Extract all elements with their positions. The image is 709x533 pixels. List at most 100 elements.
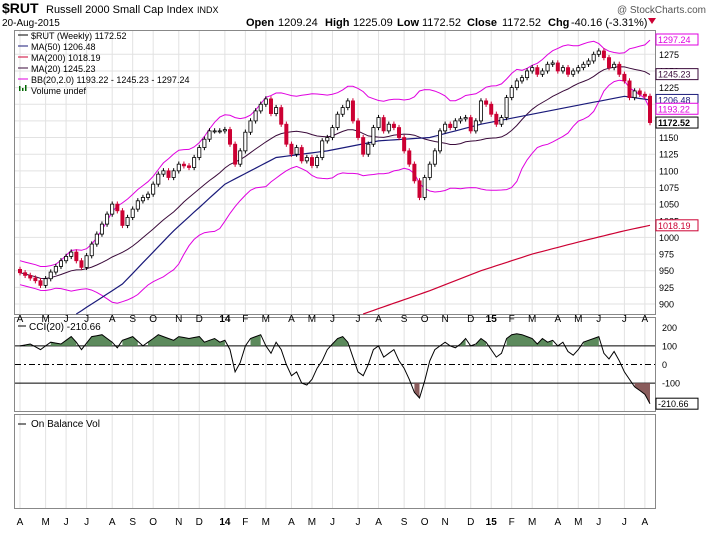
month-label: D [196, 517, 203, 528]
month-label: J [622, 517, 627, 528]
month-label: M [574, 517, 582, 528]
candle-body [525, 70, 530, 79]
month-label: J [356, 517, 361, 528]
candle-body [412, 163, 417, 182]
month-label: M [574, 314, 582, 325]
candle-body [243, 131, 248, 152]
month-label: S [401, 314, 408, 325]
month-label: M [41, 517, 49, 528]
candle-body [320, 140, 325, 158]
candle-body [443, 123, 448, 132]
candle-body [489, 103, 494, 115]
cci-overbought-fill [332, 336, 348, 346]
month-label: A [288, 517, 295, 528]
candle-body [581, 63, 586, 69]
month-label: O [149, 314, 157, 325]
candle-body [642, 93, 647, 97]
candle-body [135, 200, 140, 210]
candle-body [555, 62, 560, 72]
month-label: 14 [219, 314, 231, 325]
candle-body [166, 170, 171, 178]
candle-body [366, 143, 371, 155]
candle-body [391, 123, 396, 128]
month-label: A [642, 517, 649, 528]
month-label: M [528, 314, 536, 325]
price-tick-label: 925 [659, 283, 674, 293]
month-label: J [64, 517, 69, 528]
ma200-line [363, 224, 651, 315]
candle-body [571, 70, 576, 75]
price-badge [655, 33, 699, 46]
month-label: A [109, 517, 116, 528]
price-tick-label: 1150 [659, 133, 678, 143]
price-badge-label: 1245.23 [658, 70, 691, 80]
candle-body [478, 100, 483, 122]
month-label: J [622, 314, 627, 325]
candle-body [484, 100, 489, 105]
legend-item: MA(200) 1018.19 [31, 53, 101, 63]
candle-body [397, 127, 402, 138]
candle-body [253, 110, 258, 122]
legend-item: $RUT (Weekly) 1172.52 [31, 31, 127, 41]
ma50-line [75, 95, 651, 315]
month-label: J [84, 314, 89, 325]
candle-body [258, 103, 263, 112]
month-label: 15 [486, 517, 498, 528]
ohlc-open-value: 1209.24 [278, 17, 318, 29]
candle-body [381, 117, 386, 132]
cci-overbought-fill [506, 333, 553, 346]
candle-body [530, 67, 535, 72]
price-tick-label: 975 [659, 250, 674, 260]
candle-body [627, 80, 632, 98]
price-tick-label: 1225 [659, 83, 679, 93]
candle-body [632, 90, 637, 98]
candle-body [192, 157, 197, 168]
month-label: D [467, 314, 474, 325]
month-label: F [242, 517, 248, 528]
candle-body [197, 147, 202, 158]
down-arrow-icon [648, 18, 656, 24]
cci-value-badge-label: -210.66 [658, 399, 689, 409]
bollinger-lower-line [19, 79, 651, 304]
price-badge [655, 116, 699, 129]
candle-body [53, 265, 58, 273]
month-label: J [330, 314, 335, 325]
candle-body [69, 251, 74, 257]
candle-body [161, 170, 166, 175]
candle-body [509, 87, 514, 98]
price-tick-label: 1050 [659, 200, 679, 210]
price-tick-label: 900 [659, 300, 674, 310]
exchange-label: INDX [197, 5, 219, 15]
candle-body [550, 62, 555, 65]
candle-body [268, 98, 273, 114]
candle-body [591, 53, 596, 62]
candle-body [140, 197, 145, 202]
candle-body [499, 117, 504, 125]
month-label: A [642, 314, 649, 325]
grid-lines [15, 31, 655, 508]
candle-body [386, 123, 391, 132]
candle-body [222, 129, 227, 132]
candle-body [94, 233, 99, 245]
month-label: S [129, 517, 136, 528]
candle-body [376, 117, 381, 128]
candle-body [519, 77, 524, 82]
candle-body [432, 150, 437, 165]
candle-body [248, 120, 253, 133]
candle-body [217, 130, 222, 133]
month-label: M [262, 517, 270, 528]
price-badge [655, 102, 699, 115]
price-panel-frame [14, 30, 656, 315]
candle-body [105, 213, 110, 225]
candle-body [176, 163, 181, 172]
candle-body [566, 67, 571, 75]
month-label: M [41, 314, 49, 325]
candle-body [535, 67, 540, 75]
month-label: A [288, 314, 295, 325]
month-label: S [129, 314, 136, 325]
candle-body [427, 163, 432, 178]
price-badge-label: 1193.22 [658, 104, 690, 114]
candle-body [560, 67, 565, 72]
price-badge-label: 1018.19 [658, 221, 691, 231]
